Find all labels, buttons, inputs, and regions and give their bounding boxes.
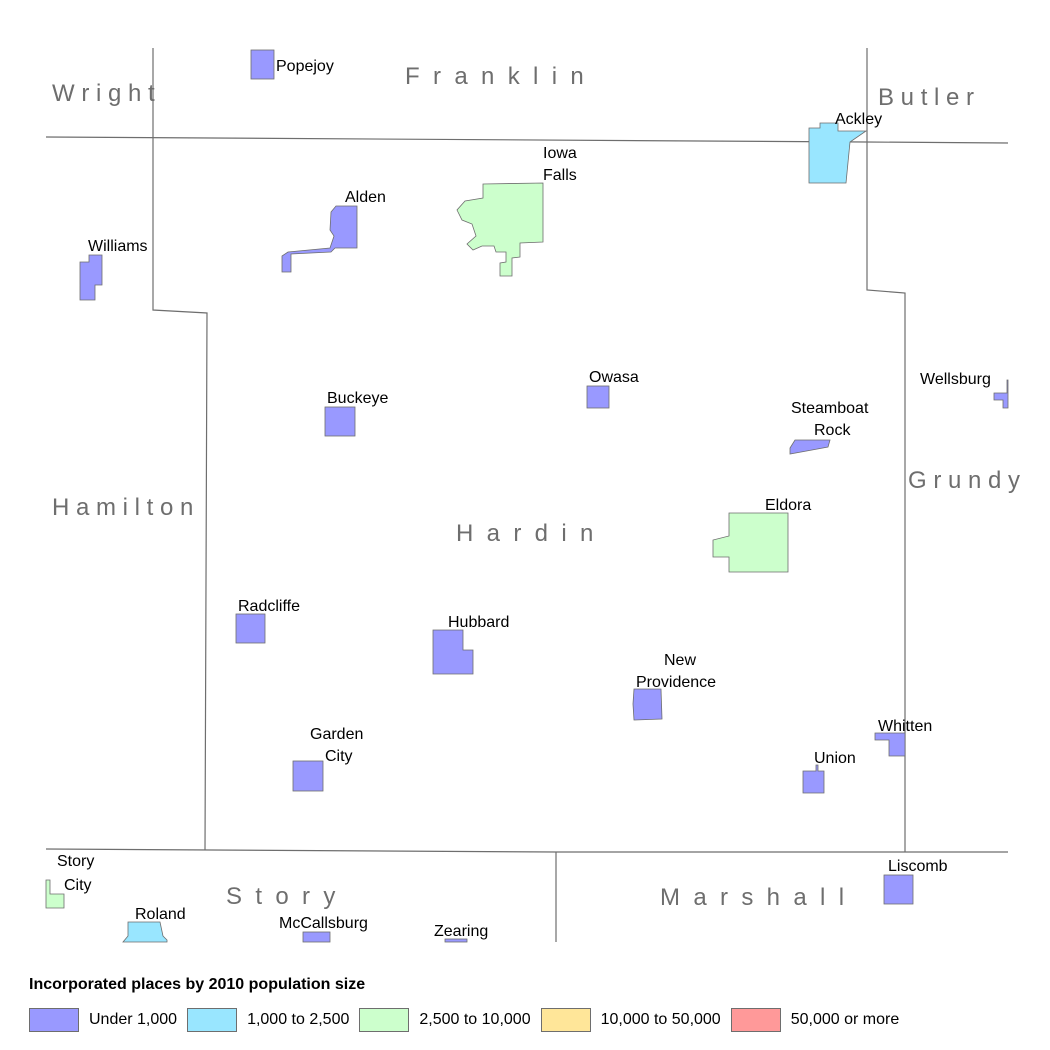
boundary-butler-grundy-east <box>866 48 906 852</box>
place-label-hubbard: Hubbard <box>448 614 509 631</box>
place-shape-buckeye[interactable] <box>324 406 356 437</box>
legend-swatch-1000-to-2500 <box>187 1008 238 1032</box>
boundary-franklin-hardin <box>45 136 1009 144</box>
county-label-story: S t o r y <box>226 883 335 910</box>
legend-title: Incorporated places by 2010 population s… <box>29 976 366 993</box>
legend-label-50000-or-more: 50,000 or more <box>790 1011 900 1028</box>
place-label-buckeye: Buckeye <box>327 390 388 407</box>
county-label-butler: B u t l e r <box>878 84 974 111</box>
county-labels: W r i g h t F r a n k l i n B u t l e r … <box>52 63 1020 911</box>
legend-label-2500-to-10000: 2,500 to 10,000 <box>419 1011 531 1028</box>
county-label-hardin: H a r d i n <box>456 520 593 547</box>
place-shape-liscomb[interactable] <box>883 874 914 905</box>
place-shape-owasa[interactable] <box>586 385 610 409</box>
legend-label-1000-to-2500: 1,000 to 2,500 <box>247 1011 350 1028</box>
legend-label-under-1000: Under 1,000 <box>89 1011 178 1028</box>
legend-swatch-2500-to-10000 <box>359 1008 410 1032</box>
place-label-iowa-falls-line2: Falls <box>543 167 577 184</box>
boundary-hardin-south <box>45 848 1008 853</box>
place-label-zearing: Zearing <box>434 923 488 940</box>
county-label-wright: W r i g h t <box>52 80 155 107</box>
county-boundaries <box>45 48 1009 942</box>
legend-item-1000-to-2500: 1,000 to 2,500 <box>187 1008 349 1032</box>
place-label-wellsburg: Wellsburg <box>920 371 991 388</box>
place-shape-steamboat-rock[interactable] <box>789 439 831 455</box>
place-label-garden-city-line1: Garden <box>310 726 363 743</box>
place-label-new-providence-line2: Providence <box>636 674 716 691</box>
place-label-ackley: Ackley <box>835 111 882 128</box>
place-shape-iowa-falls[interactable] <box>456 182 544 277</box>
place-shape-hubbard[interactable] <box>432 629 474 675</box>
place-label-whitten: Whitten <box>878 718 932 735</box>
place-label-radcliffe: Radcliffe <box>238 598 300 615</box>
county-label-marshall: M a r s h a l l <box>660 884 844 911</box>
legend-swatch-under-1000 <box>29 1008 79 1032</box>
place-label-new-providence-line1: New <box>664 652 696 669</box>
place-label-williams: Williams <box>88 238 148 255</box>
place-shape-mccallsburg[interactable] <box>302 931 331 943</box>
legend-item-50000-or-more: 50,000 or more <box>730 1008 900 1032</box>
legend-label-10000-to-50000: 10,000 to 50,000 <box>600 1011 721 1028</box>
boundary-hamilton-hardin-west <box>152 48 208 851</box>
legend-item-2500-to-10000: 2,500 to 10,000 <box>359 1008 531 1032</box>
place-label-story-city-line1: Story <box>57 853 94 870</box>
place-label-owasa: Owasa <box>589 369 639 386</box>
place-shape-new-providence[interactable] <box>632 688 663 721</box>
place-shape-whitten[interactable] <box>874 732 906 757</box>
place-shape-wellsburg[interactable] <box>993 379 1009 409</box>
place-label-roland: Roland <box>135 906 186 923</box>
place-shape-garden-city[interactable] <box>292 760 324 792</box>
place-shape-story-city[interactable] <box>45 879 65 909</box>
place-shape-roland[interactable] <box>122 921 168 943</box>
legend-items: Under 1,000 1,000 to 2,500 2,500 to 10,0… <box>29 1008 909 1032</box>
county-label-franklin: F r a n k l i n <box>405 63 584 90</box>
place-label-mccallsburg: McCallsburg <box>279 915 368 932</box>
place-label-steamboat-rock-line2: Rock <box>814 422 851 439</box>
county-label-grundy: G r u n d y <box>908 467 1020 494</box>
place-labels: Popejoy Ackley Iowa Falls Alden Williams… <box>57 58 991 940</box>
place-shape-alden[interactable] <box>281 205 358 273</box>
incorporated-places <box>45 49 1009 943</box>
legend: Incorporated places by 2010 population s… <box>29 974 1029 1044</box>
place-shape-popejoy[interactable] <box>250 49 275 80</box>
place-shape-williams[interactable] <box>79 254 103 301</box>
place-label-story-city-line2: City <box>64 877 92 894</box>
place-shape-radcliffe[interactable] <box>235 613 266 644</box>
place-shape-ackley[interactable] <box>808 122 868 184</box>
place-label-eldora: Eldora <box>765 497 811 514</box>
place-label-iowa-falls-line1: Iowa <box>543 145 577 162</box>
place-label-union: Union <box>814 750 856 767</box>
place-label-steamboat-rock-line1: Steamboat <box>791 400 869 417</box>
place-shape-eldora[interactable] <box>712 512 789 573</box>
place-shape-zearing[interactable] <box>444 938 468 943</box>
place-label-alden: Alden <box>345 189 386 206</box>
place-label-popejoy: Popejoy <box>276 58 334 75</box>
legend-item-10000-to-50000: 10,000 to 50,000 <box>540 1008 721 1032</box>
legend-item-under-1000: Under 1,000 <box>29 1008 177 1032</box>
place-shape-union[interactable] <box>802 764 825 794</box>
county-label-hamilton: H a m i l t o n <box>52 494 193 521</box>
legend-swatch-10000-to-50000 <box>540 1008 591 1032</box>
place-label-liscomb: Liscomb <box>888 858 948 875</box>
place-label-garden-city-line2: City <box>325 748 353 765</box>
legend-swatch-50000-or-more <box>730 1008 781 1032</box>
